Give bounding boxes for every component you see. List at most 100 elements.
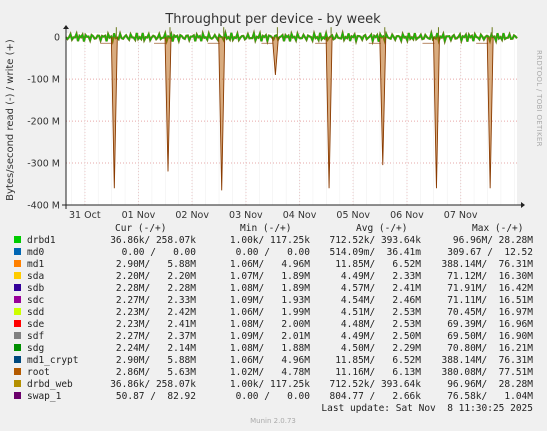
series-min: 1.00k/ 117.25k <box>230 235 310 246</box>
legend-header: Cur (-/+) Min (-/+) Avg (-/+) Max (-/+) <box>115 223 523 234</box>
y-tick-label: -400 M <box>27 201 60 212</box>
series-avg: 11.85M/ 6.52M <box>335 355 421 366</box>
series-min: 1.00k/ 117.25k <box>230 379 310 390</box>
series-name: md0 <box>27 247 44 258</box>
legend-swatch <box>14 308 21 315</box>
series-cur: 2.23M/ 2.41M <box>116 319 196 330</box>
series-avg: 4.54M/ 2.46M <box>341 295 421 306</box>
legend-swatch <box>14 236 21 243</box>
read-spike <box>325 37 333 189</box>
read-spike <box>379 37 387 166</box>
series-name: root <box>27 367 50 378</box>
legend-row: md1 2.90M/ 5.88M 1.06M/ 4.96M 11.85M/ 6.52M… <box>14 259 533 270</box>
series-avg: 11.85M/ 6.52M <box>335 259 421 270</box>
x-tick-label: 03 Nov <box>229 210 263 221</box>
last-update: Last update: Sat Nov 8 11:30:25 2025 <box>321 403 533 414</box>
series-max: 69.39M/ 16.96M <box>447 319 533 330</box>
x-tick-label: 04 Nov <box>283 210 317 221</box>
x-tick-label: 07 Nov <box>444 210 478 221</box>
series-min: 1.08M/ 1.88M <box>230 343 310 354</box>
series-min: 1.06M/ 4.96M <box>230 355 310 366</box>
y-axis-arrow <box>63 25 69 29</box>
series-name: drbd_web <box>27 379 73 390</box>
series-avg: 4.49M/ 2.33M <box>341 271 421 282</box>
series-cur: 2.90M/ 5.88M <box>116 355 196 366</box>
read-spike <box>110 37 118 189</box>
y-tick-label: -200 M <box>27 117 60 128</box>
legend-swatch <box>14 248 21 255</box>
x-tick-label: 02 Nov <box>175 210 209 221</box>
series-max: 380.08M/ 77.51M <box>441 367 533 378</box>
series-cur: 36.86k/ 258.07k <box>110 235 196 246</box>
legend-swatch <box>14 380 21 387</box>
x-tick-label: 01 Nov <box>122 210 156 221</box>
legend-row: sdg 2.24M/ 2.14M 1.08M/ 1.88M 4.50M/ 2.29M 7… <box>14 343 533 354</box>
read-spike <box>218 37 226 191</box>
series-cur: 2.27M/ 2.37M <box>116 331 196 342</box>
legend-swatch <box>14 344 21 351</box>
series-name: swap_1 <box>27 391 62 402</box>
col-max: Max (-/+) <box>472 223 523 234</box>
x-tick-label: 06 Nov <box>390 210 424 221</box>
read-spike <box>486 37 494 189</box>
series-min: 1.09M/ 1.93M <box>230 295 310 306</box>
col-cur: Cur (-/+) <box>115 223 166 234</box>
series-avg: 712.52k/ 393.64k <box>329 379 421 390</box>
legend-row: sdb 2.28M/ 2.28M 1.08M/ 1.89M 4.57M/ 2.41M 7… <box>14 283 533 294</box>
legend-row: sda 2.20M/ 2.20M 1.07M/ 1.89M 4.49M/ 2.33M 7… <box>14 271 533 282</box>
series-name: sdc <box>27 295 44 306</box>
series-cur: 2.24M/ 2.14M <box>116 343 196 354</box>
legend-row: sdc 2.27M/ 2.33M 1.09M/ 1.93M 4.54M/ 2.46M 7… <box>14 295 533 306</box>
series-max: 71.11M/ 16.51M <box>447 295 533 306</box>
y-tick-label: -300 M <box>27 159 60 170</box>
read-spike <box>164 37 172 172</box>
series-max: 71.12M/ 16.30M <box>447 271 533 282</box>
legend-swatch <box>14 296 21 303</box>
series-max: 96.96M/ 28.28M <box>447 379 533 390</box>
x-axis-arrow <box>521 202 525 208</box>
series-min: 0.00 / 0.00 <box>236 391 311 402</box>
col-avg: Avg (-/+) <box>356 223 407 234</box>
series-avg: 712.52k/ 393.64k <box>329 235 421 246</box>
series-max: 71.91M/ 16.42M <box>447 283 533 294</box>
series-cur: 36.86k/ 258.07k <box>110 379 196 390</box>
legend-swatch <box>14 356 21 363</box>
series-cur: 2.23M/ 2.42M <box>116 307 196 318</box>
series-name: sdd <box>27 307 44 318</box>
series-cur: 2.28M/ 2.28M <box>116 283 196 294</box>
legend-row: md0 0.00 / 0.00 0.00 / 0.00 514.09m/ 36.41m… <box>14 247 533 258</box>
series-avg: 514.09m/ 36.41m <box>329 247 421 258</box>
drbd1-line <box>65 31 518 43</box>
x-tick-label: 05 Nov <box>336 210 370 221</box>
series-avg: 4.57M/ 2.41M <box>341 283 421 294</box>
series-name: drbd1 <box>27 235 56 246</box>
series-min: 1.06M/ 1.99M <box>230 307 310 318</box>
legend-swatch <box>14 260 21 267</box>
series-name: md1 <box>27 259 44 270</box>
legend-swatch <box>14 272 21 279</box>
series-cur: 0.00 / 0.00 <box>122 247 197 258</box>
rrdtool-credit: RRDTOOL / TOBI OETIKER <box>535 50 543 147</box>
series-avg: 804.77 / 2.66k <box>329 391 421 402</box>
series-cur: 2.20M/ 2.20M <box>116 271 196 282</box>
series-name: sde <box>27 319 44 330</box>
y-ticks: 0 -100 M -200 M -300 M -400 M <box>27 33 60 212</box>
legend-swatch <box>14 320 21 327</box>
axes <box>62 25 525 209</box>
series-max: 70.45M/ 16.97M <box>447 307 533 318</box>
legend-row: sde 2.23M/ 2.41M 1.08M/ 2.00M 4.48M/ 2.53M 6… <box>14 319 533 330</box>
legend-swatch <box>14 392 21 399</box>
series-avg: 4.50M/ 2.29M <box>341 343 421 354</box>
y-tick-label: -100 M <box>27 75 60 86</box>
series-min: 1.06M/ 4.96M <box>230 259 310 270</box>
legend-swatch <box>14 332 21 339</box>
series-min: 1.08M/ 1.89M <box>230 283 310 294</box>
y-axis-label: Bytes/second read (-) / write (+) <box>5 39 16 201</box>
series-name: sdb <box>27 283 44 294</box>
legend-row: swap_1 50.87 / 82.92 0.00 / 0.00 804.77 / 2… <box>14 391 533 402</box>
x-tick-label: 31 Oct <box>69 210 101 221</box>
series-avg: 4.49M/ 2.50M <box>341 331 421 342</box>
legend-swatch <box>14 368 21 375</box>
chart-title: Throughput per device - by week <box>164 12 381 27</box>
